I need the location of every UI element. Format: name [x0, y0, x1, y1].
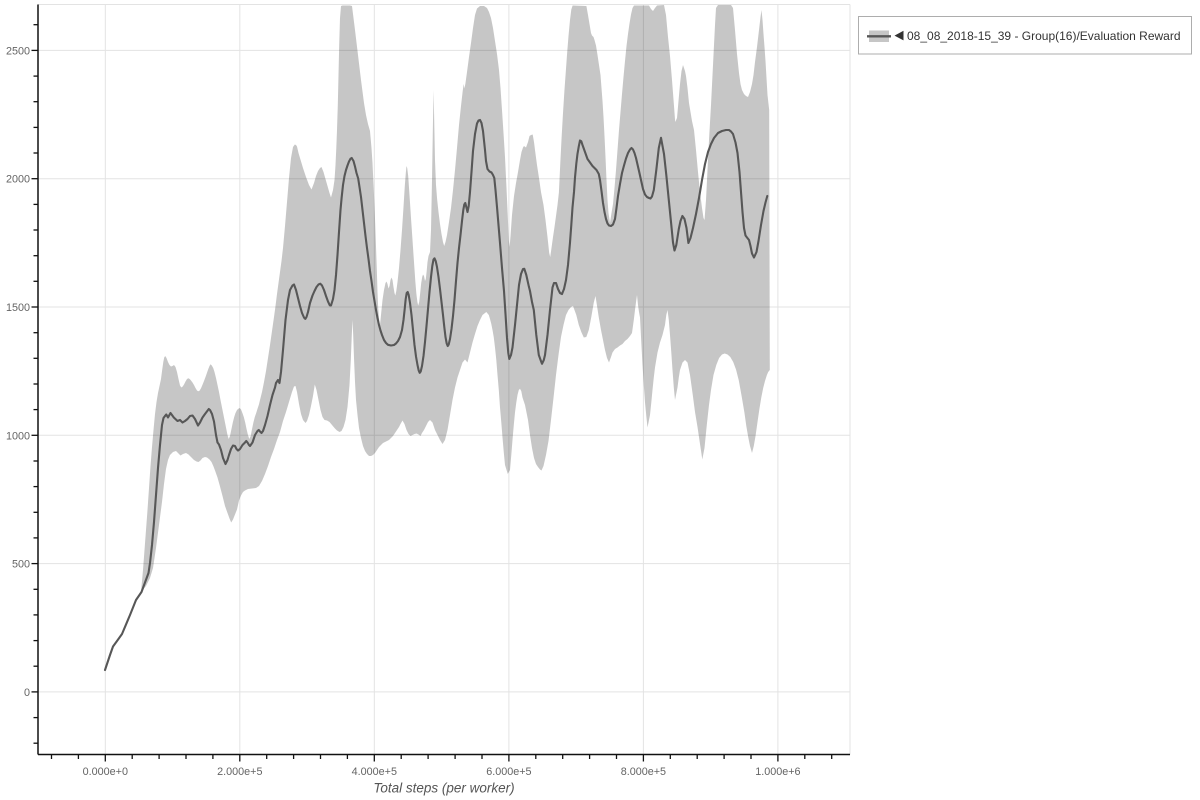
svg-text:Total steps (per worker): Total steps (per worker): [373, 781, 514, 796]
svg-text:500: 500: [12, 559, 30, 571]
svg-text:8.000e+5: 8.000e+5: [621, 766, 666, 778]
svg-text:0.000e+0: 0.000e+0: [83, 766, 128, 778]
svg-text:1000: 1000: [6, 430, 30, 442]
svg-text:08_08_2018-15_39 - Group(16)/E: 08_08_2018-15_39 - Group(16)/Evaluation …: [907, 29, 1181, 43]
svg-text:2000: 2000: [6, 174, 30, 186]
svg-text:1.000e+6: 1.000e+6: [755, 766, 800, 778]
svg-text:2.000e+5: 2.000e+5: [217, 766, 262, 778]
svg-text:0: 0: [24, 687, 30, 699]
svg-text:1500: 1500: [6, 302, 30, 314]
svg-text:6.000e+5: 6.000e+5: [486, 766, 531, 778]
svg-text:2500: 2500: [6, 45, 30, 57]
svg-text:4.000e+5: 4.000e+5: [352, 766, 397, 778]
